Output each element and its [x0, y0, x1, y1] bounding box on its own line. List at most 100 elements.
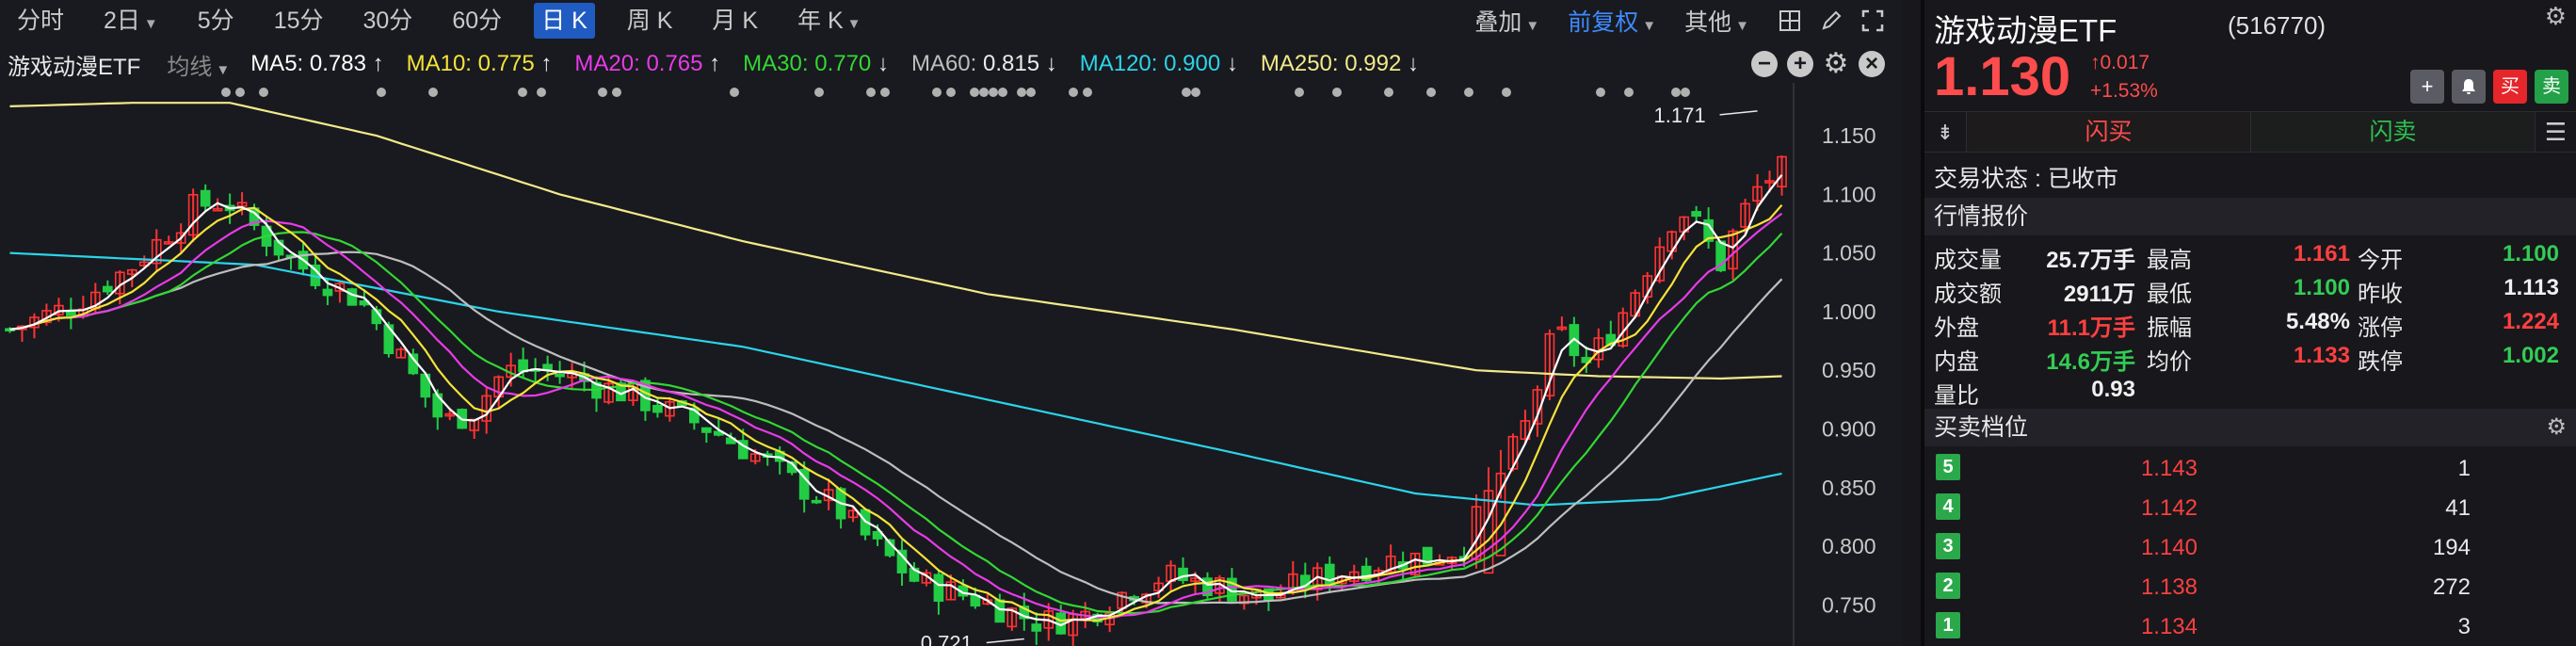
period-tab[interactable]: 分时	[17, 8, 65, 34]
book-volume: 3	[2457, 614, 2471, 639]
event-dot	[1017, 88, 1026, 97]
candle-body	[749, 453, 761, 462]
event-dot	[377, 88, 386, 97]
candle-body	[395, 348, 407, 359]
last-price: 1.130	[1934, 46, 2071, 107]
candle-body	[322, 288, 333, 297]
candle-body	[1752, 186, 1763, 202]
quote-label: 今开	[2358, 248, 2403, 273]
period-tab[interactable]: 周 K	[626, 8, 673, 34]
security-name: 游戏动漫ETF	[8, 54, 141, 80]
ma30-line	[9, 231, 1783, 615]
event-dot	[1596, 88, 1605, 97]
order-book-row[interactable]: 3 1.140 194	[1934, 527, 2574, 567]
collapse-icon[interactable]: ⇟	[1936, 121, 1955, 144]
adjust-button[interactable]: 前复权 ▼	[1568, 9, 1657, 36]
draw-pen-icon[interactable]	[1819, 8, 1843, 33]
zoom-out-icon[interactable]: −	[1751, 51, 1778, 77]
settings-gear-icon[interactable]: ⚙	[1823, 48, 1849, 79]
fullscreen-icon[interactable]	[1860, 8, 1885, 33]
quote-value: 25.7万手	[2046, 248, 2135, 273]
candle-body	[1764, 180, 1775, 184]
add-watchlist-button[interactable]: +	[2410, 70, 2444, 104]
book-price: 1.138	[2140, 574, 2198, 600]
menu-icon[interactable]: ☰	[2535, 112, 2576, 152]
candle-body	[200, 189, 211, 207]
event-dot	[866, 88, 876, 97]
y-tick-label: 0.850	[1822, 476, 1876, 500]
candle-body	[444, 412, 456, 417]
ma-tools: − + ⚙ ×	[1742, 48, 1885, 79]
chart-background	[0, 83, 1902, 646]
alert-bell-icon[interactable]	[2452, 70, 2486, 104]
event-dot	[1295, 88, 1304, 97]
kline-chart[interactable]: 1.150 1.100 1.050 1.000 0.950 0.900 0.850 0.800…	[0, 83, 1902, 646]
zoom-in-icon[interactable]: +	[1787, 51, 1813, 77]
close-icon[interactable]: ×	[1859, 51, 1885, 77]
order-book-row[interactable]: 5 1.143 1	[1934, 448, 2574, 488]
book-price: 1.142	[2140, 495, 2198, 521]
event-dot	[1069, 88, 1078, 97]
period-tab[interactable]: 2日 ▼	[104, 8, 158, 34]
ma20-line	[9, 212, 1783, 620]
candle-body	[1556, 326, 1568, 331]
quote-label: 内盘	[1934, 349, 1979, 375]
event-dot	[970, 88, 979, 97]
period-tab[interactable]: 年 K ▼	[797, 8, 861, 34]
order-book-row[interactable]: 2 1.138 272	[1934, 567, 2574, 606]
sell-button[interactable]: 卖	[2535, 70, 2568, 104]
event-dot	[1332, 88, 1342, 97]
buy-button[interactable]: 买	[2493, 70, 2527, 104]
ma-legend-item: MA120: 0.900 ↓	[1079, 51, 1238, 76]
quote-label: 振幅	[2147, 315, 2192, 341]
grid-layout-icon[interactable]	[1778, 8, 1802, 33]
overlay-button[interactable]: 叠加 ▼	[1474, 9, 1540, 36]
ma60-line	[9, 250, 1783, 605]
candle-body	[1483, 490, 1494, 574]
order-book-row[interactable]: 1 1.134 3	[1934, 606, 2574, 646]
event-dot	[1426, 88, 1436, 97]
flash-trade-row: ⇟ 闪买 闪卖 ☰	[1924, 111, 2576, 153]
y-tick-label: 0.950	[1822, 358, 1876, 382]
order-book-row[interactable]: 4 1.142 41	[1934, 488, 2574, 527]
quote-value: 14.6万手	[2046, 349, 2135, 375]
chart-panel: 分时 2日 ▼ 5分 15分 30分 60分 日 K 周 K 月 K 年 K ▼ 叠加 ▼ 前复权 ▼ 其…	[0, 3, 1902, 646]
book-volume: 41	[2445, 495, 2471, 521]
ma-legend-item: MA10: 0.775 ↑	[406, 51, 553, 76]
quote-row: 内盘 14.6万手 均价 1.133 跌停 1.002	[1934, 337, 2574, 375]
candle-body	[811, 499, 822, 504]
candle-body	[126, 268, 137, 275]
y-tick-label: 0.800	[1822, 534, 1876, 558]
candle-body	[1385, 555, 1396, 573]
candle-body	[798, 468, 810, 500]
y-tick-label: 0.750	[1822, 592, 1876, 617]
candle-body	[1618, 312, 1629, 347]
period-tab[interactable]: 15分	[273, 8, 324, 34]
ma-selector[interactable]: 均线 ▼	[167, 54, 231, 80]
change-amount: ↑0.017	[2090, 52, 2150, 73]
quote-security-name: 游戏动漫ETF	[1934, 13, 2117, 48]
candle-body	[542, 363, 553, 371]
candle-body	[847, 509, 859, 519]
period-tab[interactable]: 日 K	[534, 3, 595, 39]
event-dot	[730, 88, 739, 97]
event-dot	[946, 88, 956, 97]
event-dot	[428, 88, 438, 97]
quote-value: 1.002	[2502, 343, 2559, 368]
other-button[interactable]: 其他 ▼	[1684, 9, 1749, 36]
book-level: 1	[1936, 612, 1960, 638]
quote-value: 0.93	[2091, 377, 2135, 402]
event-dot	[1502, 88, 1511, 97]
candle-body	[346, 288, 358, 306]
quote-settings-gear-icon[interactable]: ⚙	[2544, 2, 2567, 30]
candle-body	[151, 238, 162, 265]
event-dot	[814, 88, 824, 97]
book-volume: 272	[2432, 574, 2471, 600]
flash-buy-button[interactable]: 闪买	[1966, 112, 2250, 152]
period-tab[interactable]: 5分	[197, 8, 234, 34]
flash-sell-button[interactable]: 闪卖	[2250, 112, 2535, 152]
period-tab[interactable]: 30分	[362, 8, 413, 34]
book-settings-gear-icon[interactable]: ⚙	[2546, 414, 2567, 440]
period-tab[interactable]: 60分	[452, 8, 503, 34]
period-tab[interactable]: 月 K	[712, 8, 758, 34]
